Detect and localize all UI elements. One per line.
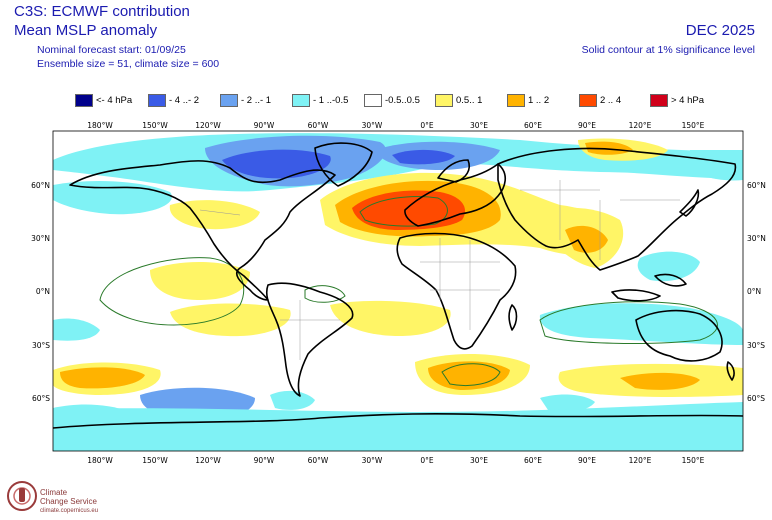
longitude-label: 60°W [308, 121, 329, 130]
legend-label: > 4 hPa [671, 95, 705, 106]
latitude-label: 60°S [32, 394, 50, 403]
latitude-label: 0°N [36, 287, 50, 296]
legend-swatch [220, 94, 238, 107]
map-subtitle: Mean MSLP anomaly [14, 22, 158, 39]
ensemble-size-text: Ensemble size = 51, climate size = 600 [37, 58, 220, 70]
significance-contours [99, 196, 718, 386]
valid-month: DEC 2025 [685, 22, 755, 39]
longitude-label: 180°W [87, 121, 113, 130]
longitude-label: 150°E [682, 121, 705, 130]
longitude-label: 0°E [420, 456, 434, 465]
map-title: C3S: ECMWF contribution [14, 3, 190, 20]
longitude-labels-top: 180°W 150°W 120°W 90°W 60°W 30°W 0°E 30°E 60°E 90… [87, 121, 704, 130]
legend-label: <- 4 hPa [96, 95, 133, 106]
latitude-label: 30°S [32, 341, 50, 350]
logo-name: Climate Change Service [40, 488, 97, 506]
legend-label: 2 .. 4 [600, 95, 622, 106]
logo-name-line2: Change Service [40, 497, 97, 506]
longitude-label: 150°E [682, 456, 705, 465]
legend-swatch [650, 94, 668, 107]
latitude-label: 30°N [747, 234, 766, 243]
latitude-label: 30°S [747, 341, 765, 350]
longitude-label: 120°W [195, 456, 221, 465]
longitude-label: 180°W [87, 456, 113, 465]
longitude-label: 60°E [524, 121, 542, 130]
longitude-label: 120°E [629, 121, 652, 130]
longitude-label: 90°E [578, 456, 596, 465]
coastlines [53, 142, 743, 429]
logo-name-line1: Climate [40, 488, 68, 497]
map-frame [52, 130, 744, 452]
copernicus-logo-icon [7, 481, 37, 511]
latitude-labels-right: 60°N 30°N 0°N 30°S 60°S [747, 181, 766, 403]
latitude-label: 30°N [31, 234, 50, 243]
longitude-label: 30°W [362, 121, 383, 130]
legend-swatch [579, 94, 597, 107]
legend-label: -0.5..0.5 [385, 95, 420, 106]
legend-swatch [435, 94, 453, 107]
longitude-label: 90°W [254, 121, 275, 130]
longitude-label: 90°E [578, 121, 596, 130]
longitude-label: 150°W [142, 456, 168, 465]
legend-swatch [75, 94, 93, 107]
forecast-start-text: Nominal forecast start: 01/09/25 [37, 44, 186, 56]
latitude-label: 0°N [747, 287, 761, 296]
legend-swatch [364, 94, 382, 107]
latitude-label: 60°N [747, 181, 766, 190]
legend-label: 0.5.. 1 [456, 95, 483, 106]
legend-label: - 2 ..- 1 [241, 95, 272, 106]
legend-swatch [148, 94, 166, 107]
longitude-label: 120°E [629, 456, 652, 465]
longitude-label: 120°W [195, 121, 221, 130]
significance-note: Solid contour at 1% significance level [581, 44, 755, 56]
latitude-label: 60°N [31, 181, 50, 190]
longitude-label: 60°W [308, 456, 329, 465]
longitude-label: 0°E [420, 121, 434, 130]
longitude-labels-bottom: 180°W 150°W 120°W 90°W 60°W 30°W 0°E 30°E 60°E 90… [87, 456, 704, 465]
anomaly-shading [53, 133, 743, 451]
legend-label: - 1 ..-0.5 [313, 95, 349, 106]
latitude-label: 60°S [747, 394, 765, 403]
legend-swatch [292, 94, 310, 107]
longitude-label: 30°E [470, 121, 488, 130]
logo-url: climate.copernicus.eu [40, 508, 99, 514]
country-borders [199, 180, 680, 360]
longitude-label: 150°W [142, 121, 168, 130]
legend-label: - 4 ..- 2 [169, 95, 200, 106]
longitude-label: 30°W [362, 456, 383, 465]
legend-swatch [507, 94, 525, 107]
longitude-label: 60°E [524, 456, 542, 465]
legend-label: 1 .. 2 [528, 95, 550, 106]
longitude-label: 90°W [254, 456, 275, 465]
longitude-label: 30°E [470, 456, 488, 465]
latitude-labels-left: 60°N 30°N 0°N 30°S 60°S [31, 181, 50, 403]
